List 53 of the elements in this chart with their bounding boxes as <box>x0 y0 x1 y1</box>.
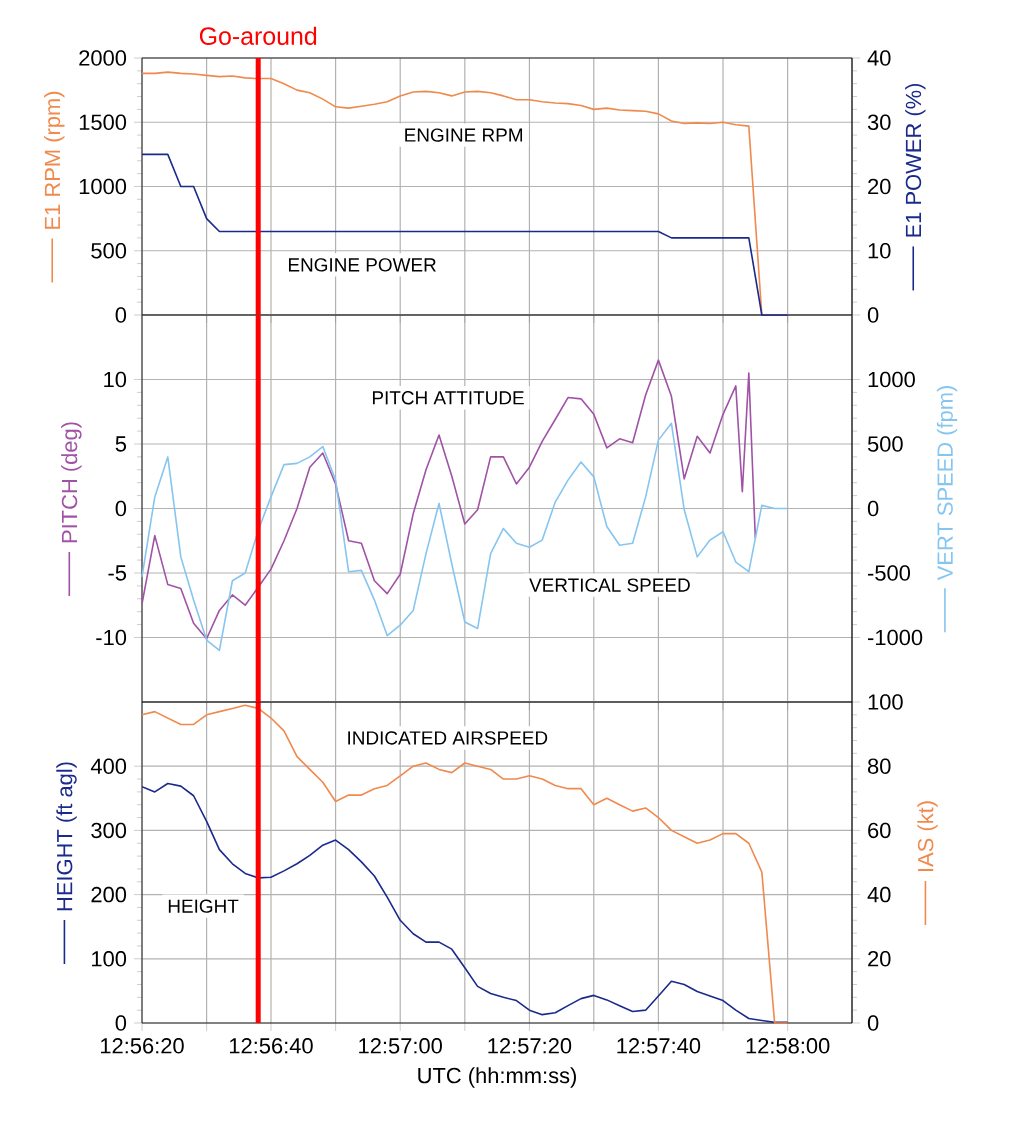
y2-tick-label: 10 <box>868 243 891 259</box>
y-tick-label: 0 <box>115 1015 127 1031</box>
y2-tick-label: 1000 <box>868 371 915 388</box>
series-label: HEIGHT <box>168 899 239 913</box>
y-tick-label: 1500 <box>79 114 127 130</box>
y2-tick-label: 40 <box>867 886 891 903</box>
series-label: VERTICAL SPEED <box>529 578 690 592</box>
series-label: INDICATED AIRSPEED <box>348 731 548 745</box>
y2-tick-label: 20 <box>868 951 891 967</box>
x-tick-label: 12:57:40 <box>617 1038 701 1054</box>
y-tick-label: 0 <box>115 307 127 323</box>
y2-tick-label: -500 <box>868 565 911 581</box>
y-axis-title: PITCH (deg) <box>61 422 82 543</box>
y2-tick-label: 0 <box>867 500 879 517</box>
y2-axis-title: VERT SPEED (fpm) <box>936 386 958 581</box>
y2-axis-title: IAS (kt) <box>917 801 938 871</box>
y-tick-label: 1000 <box>79 178 127 195</box>
y-tick-label: 2000 <box>79 50 127 66</box>
x-tick-label: 12:56:40 <box>229 1038 313 1054</box>
x-axis-title: UTC (hh:mm:ss) <box>418 1067 576 1088</box>
y-axis-title: E1 RPM (rpm) <box>44 91 65 229</box>
x-tick-label: 12:57:00 <box>359 1038 442 1054</box>
series-label: PITCH ATTITUDE <box>372 391 524 405</box>
y-tick-label: 200 <box>91 886 127 903</box>
y-tick-label: 0 <box>115 500 127 517</box>
y2-tick-label: 100 <box>868 694 903 710</box>
y2-tick-label: 0 <box>867 1015 879 1031</box>
y2-tick-label: 60 <box>868 822 891 839</box>
series-label: ENGINE RPM <box>405 128 523 142</box>
y2-tick-label: 80 <box>867 758 891 774</box>
series-label: ENGINE POWER <box>288 258 436 272</box>
y-tick-label: 100 <box>92 951 127 967</box>
line-series <box>141 422 789 652</box>
y-tick-label: -10 <box>96 629 127 646</box>
y-tick-label: 5 <box>115 436 127 452</box>
x-tick-label: 12:56:20 <box>101 1038 184 1054</box>
y-tick-label: -5 <box>108 565 127 581</box>
y-tick-label: 500 <box>91 243 127 259</box>
x-tick-label: 12:57:20 <box>488 1038 572 1054</box>
y-tick-label: 10 <box>104 371 127 388</box>
y2-axis-title: E1 POWER (%) <box>905 83 926 237</box>
y2-tick-label: 20 <box>868 178 891 195</box>
line-series <box>142 359 757 640</box>
y-axis-title: HEIGHT (ft agl) <box>56 762 77 911</box>
y-tick-label: 400 <box>90 758 127 774</box>
y-tick-label: 300 <box>91 822 127 839</box>
y2-tick-label: -1000 <box>868 629 923 646</box>
y2-tick-label: 40 <box>867 50 891 66</box>
y2-tick-label: 30 <box>867 114 891 130</box>
x-tick-label: 12:58:00 <box>746 1038 830 1054</box>
y2-tick-label: 0 <box>867 307 879 323</box>
y2-tick-label: 500 <box>867 436 903 452</box>
ref-line-label: Go-around <box>199 26 317 45</box>
